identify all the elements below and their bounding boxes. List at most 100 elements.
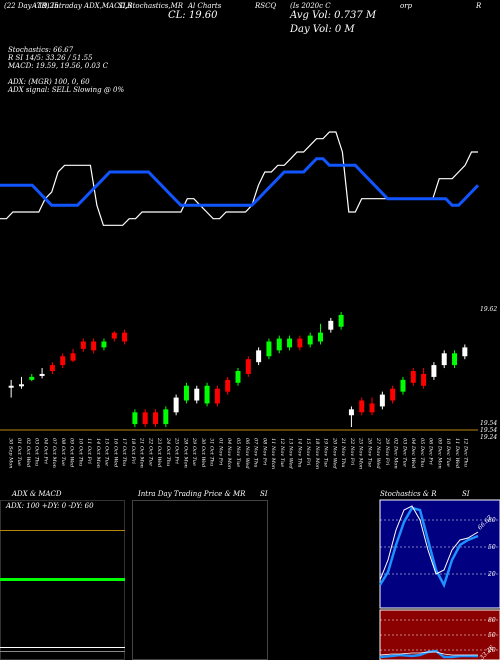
candle-body: [379, 394, 385, 407]
x-date-label: 07 Oct Mon: [51, 438, 58, 468]
candle-body: [214, 388, 220, 404]
x-date-label: 14 Oct Mon: [94, 438, 101, 468]
x-date-label: 31 Oct Thu: [208, 438, 215, 467]
candle-body: [163, 409, 169, 425]
x-date-label: 02 Oct Wed: [24, 438, 31, 468]
macd-line: [0, 578, 125, 581]
candle-body: [49, 365, 55, 371]
x-date-label: 08 Oct Tue: [59, 438, 66, 466]
macd-signal-line: [0, 647, 125, 648]
candle-body: [328, 320, 334, 330]
y-tick-label: 19.54: [480, 427, 498, 434]
x-date-label: 15 Oct Tue: [103, 438, 110, 466]
stochastics-tick-label: 50: [488, 544, 496, 551]
x-date-label: 22 Nov Fri: [348, 438, 355, 466]
x-date-label: 30 Oct Wed: [199, 438, 206, 468]
adx-values-label: ADX: 100 +DY: 0 -DY: 60: [6, 502, 94, 510]
x-date-label: 21 Nov Thu: [340, 438, 347, 468]
adx-signal: ADX signal: SELL Slowing @ 0%: [8, 86, 125, 94]
x-date-label: 26 Nov Tue: [366, 438, 373, 468]
x-date-label: 28 Oct Mon: [182, 438, 189, 468]
candle-body: [452, 353, 458, 366]
header-ticker-5: (Is 2020c C: [290, 2, 331, 10]
x-date-label: 06 Dec Fri: [427, 438, 434, 465]
x-date-label: 23 Oct Wed: [156, 438, 163, 468]
blue-indicator-line: [0, 157, 480, 207]
x-date-label: 13 Nov Wed: [287, 438, 294, 469]
x-date-label: 08 Nov Fri: [261, 438, 268, 466]
stochastics-k-line: [378, 506, 479, 589]
candle-body: [111, 332, 117, 339]
x-date-label: 16 Oct Wed: [112, 438, 119, 468]
intraday-panel-si: SI: [260, 490, 268, 498]
indicator-line-chart: [0, 131, 480, 226]
x-date-label: 29 Nov Fri: [383, 438, 390, 466]
candle-body: [39, 373, 45, 376]
candle-body: [462, 347, 468, 357]
stochastics-tick-label: 80: [488, 517, 496, 524]
x-date-label: 14 Nov Thu: [296, 438, 303, 468]
stochastics-tick-label: 20: [487, 571, 496, 578]
rsi-line: [379, 649, 478, 659]
x-date-label: 19 Nov Tue: [322, 438, 329, 468]
macd-zero-line: [0, 651, 125, 652]
x-date-label: 05 Nov Tue: [235, 438, 241, 468]
x-date-label: 02 Dec Mon: [392, 438, 399, 469]
x-date-label: 05 Dec Thu: [418, 438, 425, 468]
adx-line: [0, 530, 125, 531]
candle-body: [204, 385, 210, 404]
x-date-label: 20 Nov Wed: [331, 438, 338, 469]
x-date-label: 21 Oct Mon: [138, 438, 145, 468]
candle-body: [18, 384, 24, 387]
x-date-label: 11 Nov Mon: [270, 438, 277, 470]
x-date-label: 04 Dec Wed: [410, 438, 417, 469]
stochastics-panel-title: Stochastics & R: [380, 490, 437, 498]
x-date-label: 01 Nov Fri: [217, 438, 224, 466]
x-date-label: 09 Dec Mon: [436, 438, 443, 469]
x-date-label: 03 Dec Tue: [401, 438, 408, 467]
stochastics-d-line: [379, 505, 479, 581]
x-date-label: 09 Oct Wed: [68, 438, 75, 468]
x-date-label: 24 Oct Thu: [164, 438, 171, 467]
candle-body: [421, 373, 427, 386]
candle-body: [287, 338, 293, 348]
header-ticker-2: SI,Stochastics,MR: [118, 2, 184, 10]
stochastics-readout: Stochastics: 66.67: [8, 46, 74, 54]
candle-body: [338, 314, 344, 327]
x-date-label: 01 Oct Tue: [16, 438, 23, 466]
candle-body: [29, 376, 35, 380]
x-date-label: 10 Dec Tue: [445, 438, 452, 467]
candle-body: [307, 335, 313, 345]
x-date-label: 04 Oct Fri: [42, 438, 49, 464]
candle-body: [173, 397, 179, 413]
x-date-label: 25 Oct Fri: [173, 438, 180, 464]
x-date-label: 11 Oct Fri: [86, 438, 93, 464]
candle-body: [101, 341, 107, 348]
rsi-tick-label: 50: [488, 632, 496, 639]
intraday-panel-title: Intra Day Trading Price & MR: [138, 490, 246, 498]
adx-panel-title: ADX & MACD: [12, 490, 62, 498]
close-price: CL: 19.60: [168, 10, 218, 21]
candle-body: [245, 359, 251, 374]
candle-body: [390, 388, 396, 401]
x-date-label: 03 Oct Thu: [33, 438, 40, 467]
candle-body: [400, 379, 406, 392]
candle-body: [132, 412, 138, 425]
candle-body: [266, 341, 272, 357]
candle-body: [256, 350, 262, 363]
candle-body: [225, 379, 231, 392]
candle-body: [142, 412, 148, 425]
rsi-tick-label: 20: [487, 647, 496, 654]
header-ticker-7: R: [476, 2, 482, 10]
rsi-tick-label: 80: [488, 617, 496, 624]
x-date-label: 10 Oct Thu: [77, 438, 84, 467]
x-date-label: 07 Nov Thu: [252, 438, 259, 468]
rsi-readout: R SI 14/5: 33.26 / 51.55: [8, 54, 93, 62]
candle-body: [8, 385, 14, 388]
x-date-label: 25 Nov Mon: [357, 438, 364, 470]
y-tick-label: 19.24: [480, 434, 498, 441]
header-line1: (22 Day - 19.25: [4, 2, 59, 10]
candle-body: [441, 353, 447, 366]
candle-body: [194, 388, 200, 401]
